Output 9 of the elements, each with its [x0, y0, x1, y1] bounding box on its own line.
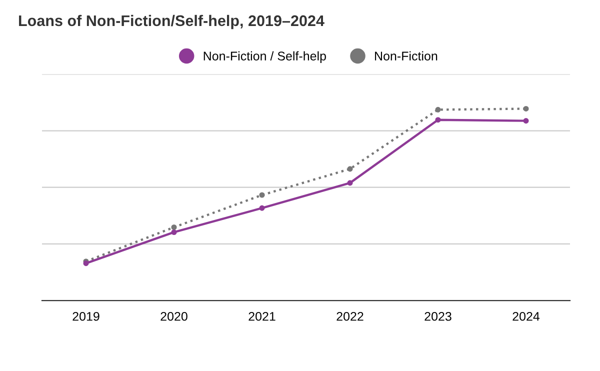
x-tick-label: 2020 [160, 312, 188, 321]
legend-label: Non-Fiction [375, 51, 438, 60]
x-tick-label: 2023 [424, 312, 452, 321]
chart-title: Loans of Non-Fiction/Self-help, 2019–2024 [19, 14, 324, 30]
x-tick-label: 2022 [336, 312, 364, 321]
x-tick-label: 2021 [248, 312, 276, 321]
x-tick-label: 2019 [72, 312, 100, 321]
legend-label: Non-Fiction / Self-help [204, 51, 326, 63]
x-tick-label: 2024 [512, 312, 540, 321]
